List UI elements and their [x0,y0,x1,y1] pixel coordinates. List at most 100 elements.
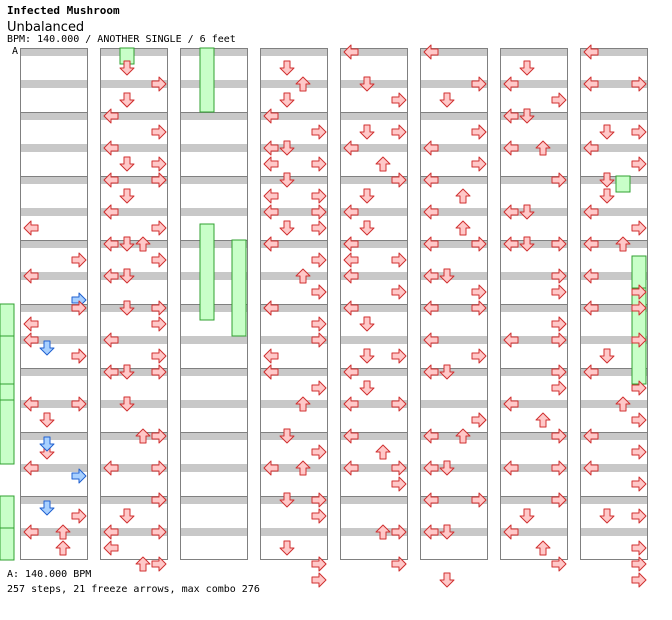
beat-stripe [340,304,408,312]
stats-footer: 257 steps, 21 freeze arrows, max combo 2… [7,584,260,595]
beat-stripe [100,208,168,216]
step-arrow-up [135,236,151,252]
step-arrow-right [151,124,167,140]
beat-stripe [100,256,168,264]
step-arrow-down [439,524,455,540]
step-arrow-right [631,124,647,140]
step-arrow-left [103,540,119,556]
beat-stripe [500,48,568,56]
step-arrow-right [71,396,87,412]
beat-stripe [340,544,408,552]
step-arrow-up [375,156,391,172]
step-arrow-left [263,364,279,380]
beat-stripe [420,176,488,184]
step-arrow-right [471,492,487,508]
step-arrow-up [615,396,631,412]
step-arrow-right [631,508,647,524]
step-arrow-left [103,172,119,188]
beat-stripe [20,512,88,520]
step-arrow-right [71,508,87,524]
beat-stripe [340,480,408,488]
step-arrow-right [151,428,167,444]
beat-stripe [260,240,328,248]
step-arrow-up [615,236,631,252]
beat-stripe [260,112,328,120]
song-title: Unbalanced [7,20,85,35]
step-arrow-left [423,236,439,252]
step-arrow-right [391,172,407,188]
beat-stripe [580,256,648,264]
step-arrow-left [343,236,359,252]
step-arrow-right [151,364,167,380]
step-arrow-left [343,44,359,60]
chart-column-6 [420,44,488,588]
step-arrow-right [551,316,567,332]
beat-stripe [260,48,328,56]
beat-stripe [340,496,408,504]
chart-meta: BPM: 140.000 / ANOTHER SINGLE / 6 feet [7,34,236,45]
chart-column-5 [340,44,408,572]
beat-stripe [580,160,648,168]
step-arrow-right [151,556,167,572]
step-arrow-left [583,460,599,476]
beat-stripe [20,64,88,72]
step-arrow-left [343,460,359,476]
beat-stripe [20,144,88,152]
step-arrow-left [263,236,279,252]
step-arrow-right [631,556,647,572]
step-arrow-up [535,540,551,556]
chart-column-4 [260,48,328,588]
step-arrow-up [535,140,551,156]
beat-stripe [180,192,248,200]
step-arrow-right [551,268,567,284]
step-arrow-left [103,140,119,156]
step-arrow-down [119,236,135,252]
step-arrow-down [39,500,55,516]
step-arrow-down [599,172,615,188]
step-arrow-left [423,364,439,380]
beat-stripe [500,464,568,472]
step-arrow-right [471,76,487,92]
beat-stripe [500,432,568,440]
step-arrow-left [583,44,599,60]
beat-stripe [420,448,488,456]
step-arrow-right [71,252,87,268]
step-arrow-left [343,268,359,284]
step-arrow-down [519,108,535,124]
step-arrow-left [583,204,599,220]
beat-stripe [100,496,168,504]
chart-column-8 [0,44,648,588]
beat-stripe [580,384,648,392]
beat-stripe [20,496,88,504]
beat-stripe [500,192,568,200]
step-arrow-down [519,204,535,220]
beat-stripe [260,192,328,200]
step-arrow-left [423,268,439,284]
step-arrow-right [151,172,167,188]
beat-stripe [260,528,328,536]
beat-stripe [580,448,648,456]
step-arrow-right [631,380,647,396]
step-arrow-left [343,396,359,412]
step-arrow-right [151,524,167,540]
step-arrow-down [119,300,135,316]
beat-stripe [500,160,568,168]
beat-stripe [580,304,648,312]
step-arrow-right [311,316,327,332]
beat-stripe [20,224,88,232]
beat-stripe [500,96,568,104]
beat-stripe [340,432,408,440]
step-arrow-right [311,188,327,204]
chart-column-2 [100,47,168,572]
beat-stripe [340,272,408,280]
step-arrow-down [279,492,295,508]
beat-stripe [100,224,168,232]
beat-stripe [260,416,328,424]
beat-stripe [340,400,408,408]
beat-stripe [260,304,328,312]
beat-stripe [180,144,248,152]
step-arrow-right [311,156,327,172]
beat-stripe [580,64,648,72]
step-arrow-left [343,364,359,380]
step-arrow-right [631,476,647,492]
